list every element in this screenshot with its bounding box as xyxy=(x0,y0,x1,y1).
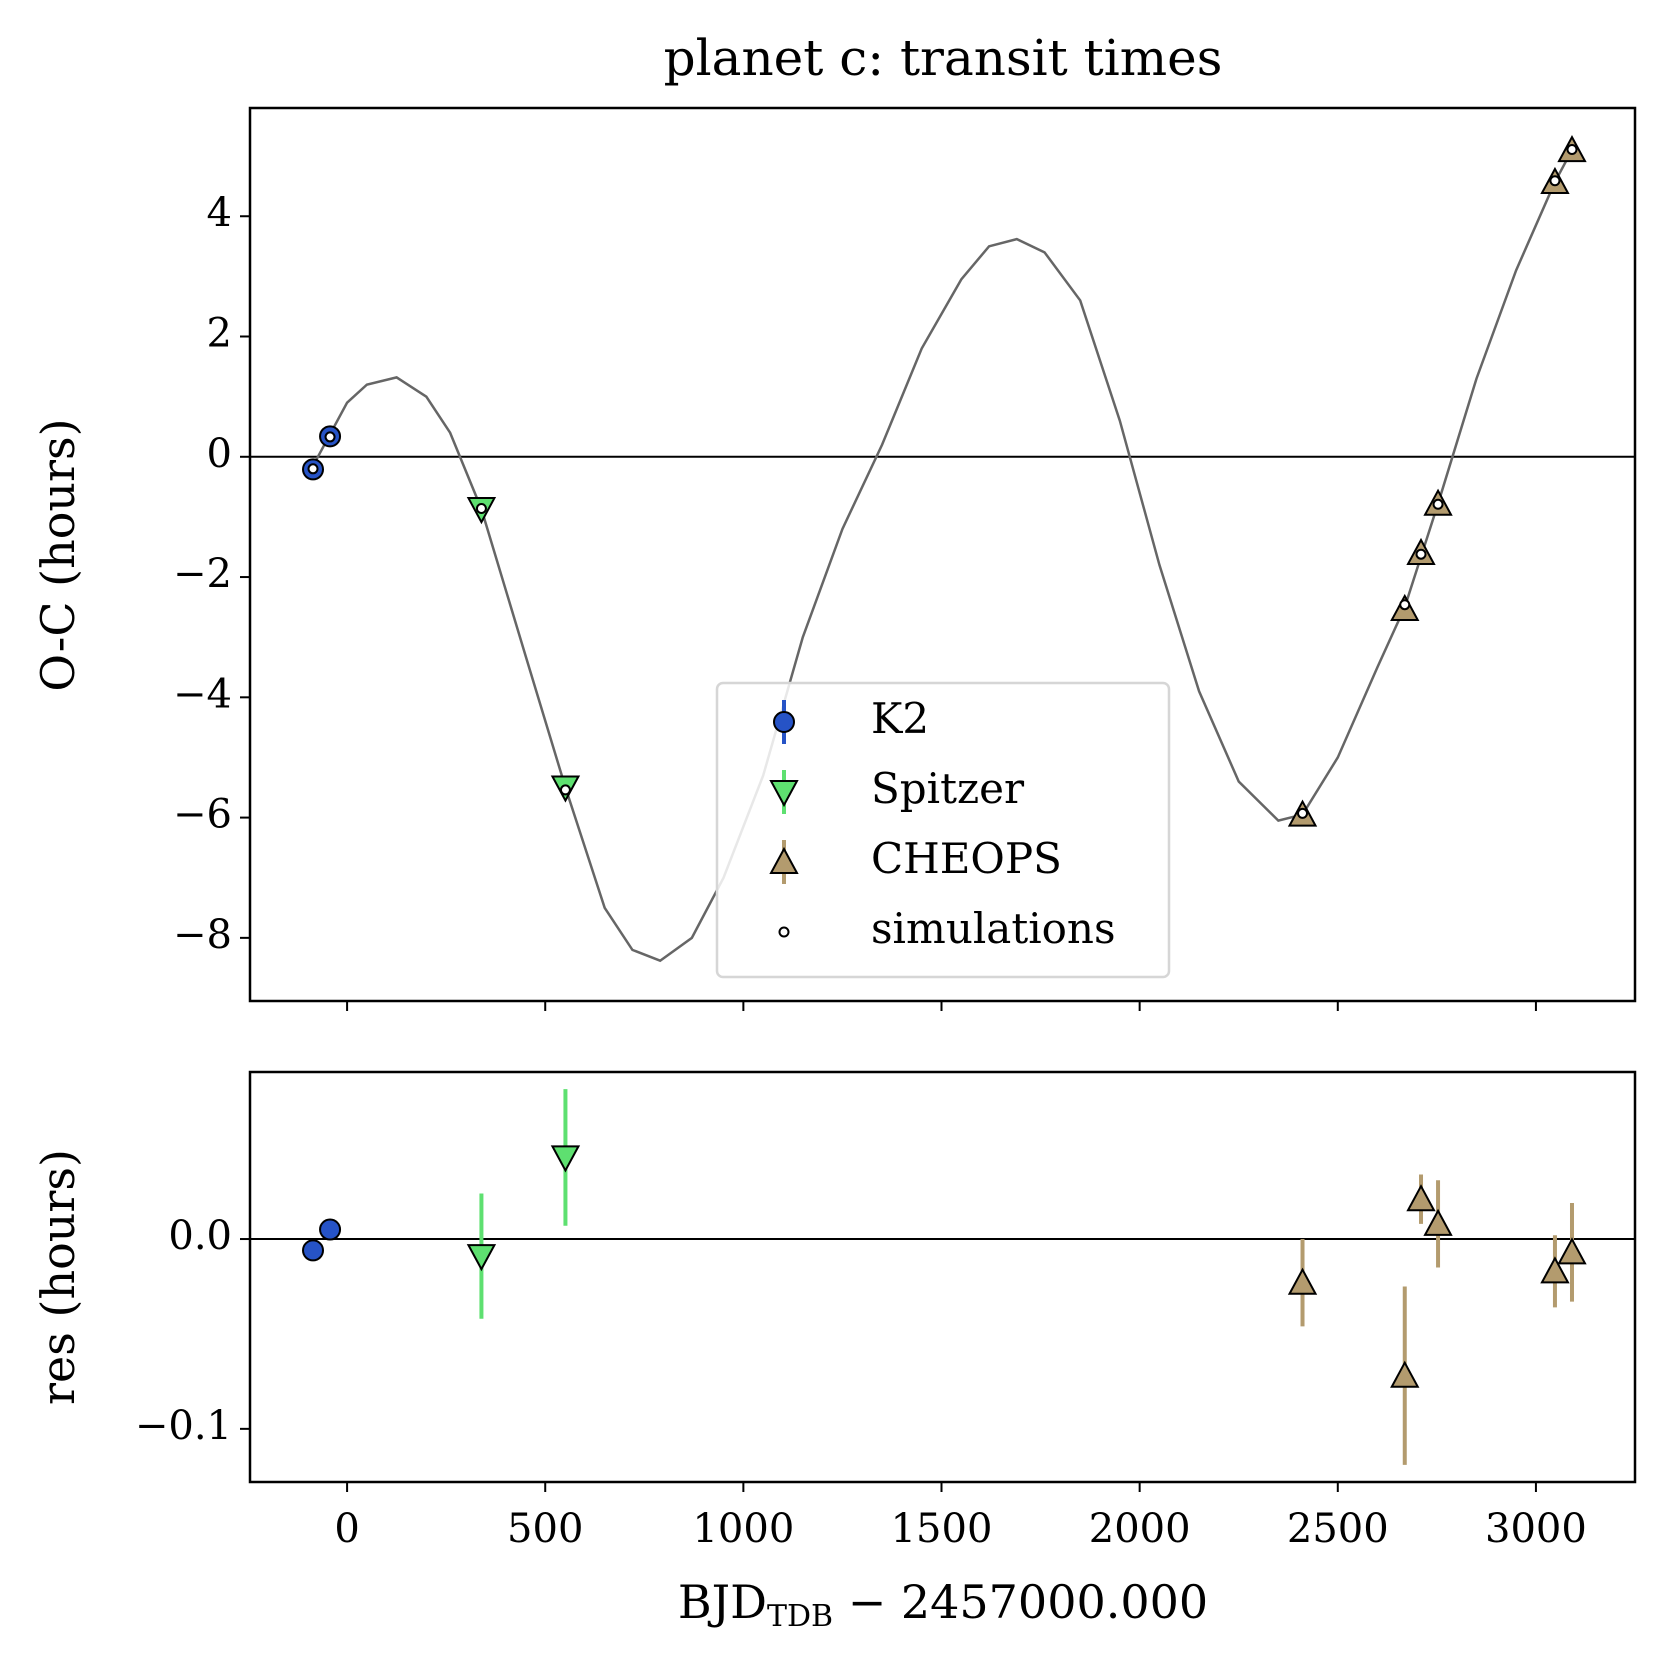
simulation-point xyxy=(475,502,487,514)
data-point xyxy=(466,1244,497,1272)
legend-marker xyxy=(773,711,795,733)
axes-frame xyxy=(248,1070,1637,1484)
data-point xyxy=(1540,1256,1570,1284)
simulation-point xyxy=(1549,175,1561,187)
axes-frame xyxy=(248,106,1637,1003)
legend-label: simulations xyxy=(871,904,1116,953)
y-tick-label: 4 xyxy=(207,190,232,236)
y-tick-label: 2 xyxy=(207,311,232,357)
simulation-point xyxy=(307,463,319,475)
y-tick-label: −4 xyxy=(173,671,232,717)
y-tick-label: 0.0 xyxy=(168,1213,232,1259)
simulation-point xyxy=(1566,143,1578,155)
x-tick-label: 2000 xyxy=(1089,1506,1191,1552)
x-tick-label: 0 xyxy=(334,1506,359,1552)
legend-label: K2 xyxy=(871,694,929,743)
x-tick-label: 3000 xyxy=(1485,1506,1587,1552)
y-tick-label: −6 xyxy=(173,792,232,838)
legend-marker xyxy=(769,779,799,808)
data-point xyxy=(1423,1208,1453,1236)
y-tick-label: −0.1 xyxy=(135,1403,232,1449)
legend-label: CHEOPS xyxy=(871,834,1062,883)
simulation-point xyxy=(1415,548,1427,560)
x-label-main: BJD xyxy=(678,1575,767,1629)
data-point xyxy=(550,1145,581,1173)
legend-box xyxy=(715,681,1171,979)
x-tick-label: 1000 xyxy=(692,1506,794,1552)
data-point xyxy=(1390,1360,1420,1388)
data-point xyxy=(1557,1237,1587,1265)
x-tick-label: 500 xyxy=(507,1506,583,1552)
x-tick-label: 2500 xyxy=(1287,1506,1389,1552)
y-axis-label: O-C (hours) xyxy=(31,418,85,691)
simulation-point xyxy=(1432,498,1444,510)
chart-title: planet c: transit times xyxy=(664,29,1223,87)
data-point xyxy=(1287,1267,1318,1295)
legend-marker xyxy=(778,926,790,938)
data-point xyxy=(319,1218,342,1241)
y-tick-label: 0 xyxy=(207,431,232,477)
legend-label: Spitzer xyxy=(871,764,1025,813)
y-tick-label: −8 xyxy=(173,912,232,958)
simulation-point xyxy=(559,784,571,796)
model-curve xyxy=(310,149,1574,963)
y-tick-label: −2 xyxy=(173,551,232,597)
legend-marker xyxy=(769,846,799,875)
simulation-point xyxy=(324,431,336,443)
simulation-point xyxy=(1297,807,1309,819)
x-axis-label: BJDTDB − 2457000.000 xyxy=(678,1575,1208,1634)
y-axis-label: res (hours) xyxy=(31,1149,85,1405)
x-tick-label: 1500 xyxy=(891,1506,993,1552)
simulation-point xyxy=(1399,599,1411,611)
data-point xyxy=(1406,1184,1436,1212)
x-label-sub: TDB xyxy=(767,1599,833,1634)
x-label-rest: − 2457000.000 xyxy=(833,1575,1208,1629)
data-point xyxy=(302,1239,325,1262)
